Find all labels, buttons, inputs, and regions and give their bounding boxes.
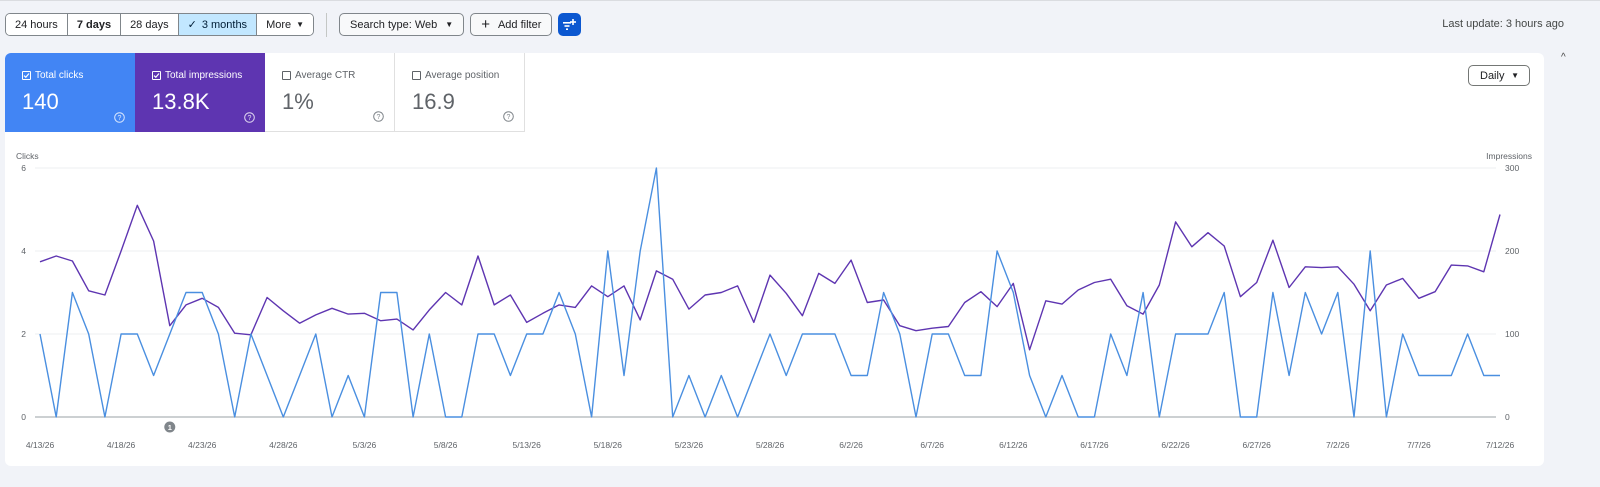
metric-value: 16.9 — [412, 89, 455, 114]
date-range-selector: 24 hours 7 days 28 days ✓ 3 months More … — [5, 13, 315, 36]
metric-value: 140 — [22, 89, 59, 114]
annotation-marker — [164, 421, 176, 433]
search-type-dropdown[interactable]: Search type: Web ▼ — [339, 13, 465, 36]
plus-icon: + — [481, 16, 490, 33]
help-icon[interactable]: ? — [503, 111, 514, 122]
x-tick-label: 6/7/26 — [920, 440, 944, 450]
checkbox-unchecked-icon[interactable] — [282, 71, 291, 80]
caret-down-icon: ▼ — [1511, 71, 1519, 80]
help-icon[interactable]: ? — [373, 111, 384, 122]
metric-value: 13.8K — [152, 89, 210, 114]
help-icon[interactable]: ? — [114, 112, 125, 123]
metric-value: 1% — [282, 89, 314, 114]
total-impressions-tile[interactable]: Total impressions 13.8K ? — [135, 53, 265, 132]
x-tick-label: 4/18/26 — [107, 440, 136, 450]
caret-down-icon: ▼ — [445, 20, 454, 29]
right-tick-label: 300 — [1505, 163, 1519, 173]
x-tick-label: 5/8/26 — [434, 440, 458, 450]
range-label: 7 days — [76, 18, 112, 31]
x-tick-label: 6/27/26 — [1242, 440, 1271, 450]
toolbar: 24 hours 7 days 28 days ✓ 3 months More … — [5, 12, 582, 37]
metric-label: Total impressions — [165, 70, 243, 81]
filter-options-button[interactable] — [558, 13, 582, 36]
right-axis-title: Impressions — [1486, 151, 1532, 161]
checkmark-icon: ✓ — [187, 19, 197, 31]
range-3-months-button[interactable]: ✓ 3 months — [178, 14, 258, 35]
left-axis-title: Clicks — [16, 151, 39, 161]
left-tick-label: 0 — [21, 412, 26, 422]
x-tick-label: 7/12/26 — [1486, 440, 1515, 450]
svg-text:?: ? — [248, 115, 252, 122]
checkbox-checked-icon[interactable] — [22, 71, 31, 80]
average-ctr-tile[interactable]: Average CTR 1% ? — [265, 53, 395, 132]
x-tick-label: 6/2/26 — [839, 440, 863, 450]
metric-label: Average CTR — [295, 70, 356, 81]
x-tick-label: 5/13/26 — [512, 440, 541, 450]
x-tick-label: 5/18/26 — [594, 440, 623, 450]
range-7-days-button[interactable]: 7 days — [67, 14, 122, 35]
right-tick-label: 0 — [1505, 412, 1510, 422]
x-tick-label: 6/22/26 — [1161, 440, 1190, 450]
average-position-header: Average position — [412, 70, 499, 81]
right-tick-label: 200 — [1505, 246, 1519, 256]
last-update-text: Last update: 3 hours ago — [1442, 18, 1564, 30]
more-label: More — [266, 18, 292, 31]
x-tick-label: 4/13/26 — [26, 440, 55, 450]
total-clicks-header: Total clicks — [22, 70, 83, 81]
more-ranges-button[interactable]: More ▼ — [257, 14, 314, 35]
annotation-marker-label: 1 — [168, 423, 172, 432]
svg-text:?: ? — [507, 114, 511, 121]
left-tick-label: 4 — [21, 246, 26, 256]
x-tick-label: 5/23/26 — [675, 440, 704, 450]
average-position-tile[interactable]: Average position 16.9 ? — [395, 53, 525, 132]
toolbar-divider — [326, 12, 328, 37]
svg-text:?: ? — [118, 115, 122, 122]
impressions-series-line — [39, 204, 1501, 351]
x-tick-label: 6/17/26 — [1080, 440, 1109, 450]
performance-card: Total clicks 140 ? Total impressions 13.… — [5, 53, 1544, 466]
x-tick-label: 7/2/26 — [1326, 440, 1350, 450]
add-filter-button[interactable]: + Add filter — [470, 13, 553, 36]
caret-down-icon: ▼ — [296, 20, 305, 29]
help-icon[interactable]: ? — [244, 112, 255, 123]
x-tick-label: 5/3/26 — [353, 440, 377, 450]
x-tick-label: 4/23/26 — [188, 440, 217, 450]
x-tick-label: 7/7/26 — [1407, 440, 1431, 450]
total-clicks-tile[interactable]: Total clicks 140 ? — [5, 53, 135, 132]
add-filter-label: Add filter — [497, 18, 542, 31]
clicks-series-line — [39, 167, 1500, 418]
x-tick-label: 4/28/26 — [269, 440, 298, 450]
search-type-label: Search type: Web — [350, 18, 438, 31]
total-impressions-header: Total impressions — [152, 70, 242, 81]
metric-label: Average position — [425, 70, 500, 81]
filter-list-icon — [563, 18, 577, 30]
left-tick-label: 6 — [21, 163, 26, 173]
left-tick-label: 2 — [21, 329, 26, 339]
x-tick-label: 6/12/26 — [999, 440, 1028, 450]
granularity-label: Daily — [1480, 69, 1505, 82]
top-border — [0, 0, 1600, 1]
granularity-dropdown[interactable]: Daily ▼ — [1468, 65, 1530, 86]
range-label: 28 days — [130, 18, 169, 31]
performance-chart: Clicks Impressions 0 0 2 100 4 200 6 300 4/13/26 4/… — [16, 151, 1532, 450]
svg-text:?: ? — [377, 114, 381, 121]
range-label: 24 hours — [15, 18, 58, 31]
range-24-hours-button[interactable]: 24 hours — [6, 14, 68, 35]
checkbox-unchecked-icon[interactable] — [412, 71, 421, 80]
checkbox-checked-icon[interactable] — [152, 71, 161, 80]
average-ctr-header: Average CTR — [282, 70, 355, 81]
x-tick-label: 5/28/26 — [756, 440, 785, 450]
range-label: 3 months — [201, 18, 248, 31]
scroll-up-arrow-icon[interactable]: ^ — [1561, 52, 1566, 63]
range-28-days-button[interactable]: 28 days — [121, 14, 179, 35]
right-tick-label: 100 — [1505, 329, 1519, 339]
metric-label: Total clicks — [35, 70, 84, 81]
